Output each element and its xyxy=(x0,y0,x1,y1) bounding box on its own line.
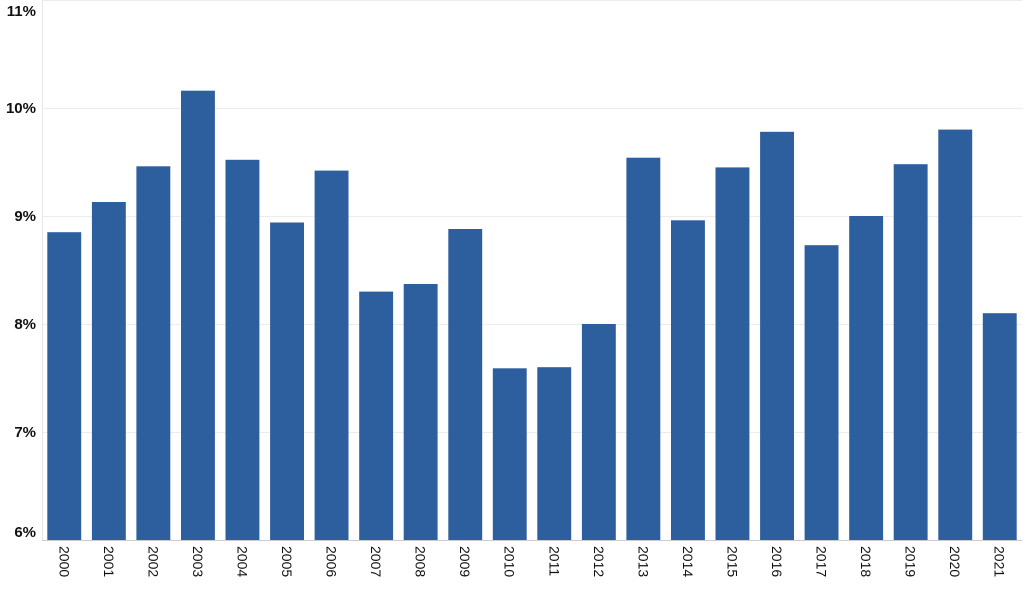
bar-2004 xyxy=(225,159,260,541)
x-tick-label: 2008 xyxy=(413,546,429,577)
bars xyxy=(47,90,1017,541)
x-tick-label: 2013 xyxy=(635,546,651,577)
bar-2007 xyxy=(359,291,394,540)
bar-2002 xyxy=(136,166,171,541)
bar-2008 xyxy=(403,284,438,540)
bar-2006 xyxy=(314,170,349,540)
bar-2009 xyxy=(448,229,483,540)
x-axis-tick-labels: 2000 2001 2002 2003 2004 2005 2006 2007 2008 2009… xyxy=(56,546,1007,577)
x-tick-label: 2018 xyxy=(858,546,874,577)
bar-2018 xyxy=(849,216,884,540)
x-tick-label: 2016 xyxy=(769,546,785,577)
x-tick-label: 2006 xyxy=(324,546,340,577)
x-tick-label: 2014 xyxy=(680,546,696,577)
bar-2011 xyxy=(537,367,572,540)
x-tick-label: 2011 xyxy=(546,546,562,576)
bar-2016 xyxy=(760,131,794,541)
bar-2019 xyxy=(893,164,928,540)
x-tick-label: 2000 xyxy=(56,546,72,577)
x-tick-label: 2007 xyxy=(368,546,384,577)
bar-2013 xyxy=(626,157,661,540)
x-tick-label: 2017 xyxy=(814,546,830,577)
bar-2005 xyxy=(270,222,304,540)
bar-2021 xyxy=(982,313,1017,540)
y-tick-label: 7% xyxy=(14,424,36,441)
bar-2015 xyxy=(715,167,750,540)
x-tick-label: 2021 xyxy=(992,546,1008,577)
x-tick-label: 2012 xyxy=(591,546,607,577)
bar-2001 xyxy=(91,202,126,540)
y-tick-label: 11% xyxy=(7,3,36,20)
x-tick-label: 2019 xyxy=(903,546,919,577)
x-tick-label: 2009 xyxy=(457,546,473,577)
x-tick-label: 2015 xyxy=(725,546,741,577)
y-tick-label: 10% xyxy=(6,100,36,117)
x-tick-label: 2001 xyxy=(101,546,117,577)
bar-2010 xyxy=(492,368,527,540)
bar-2012 xyxy=(581,324,616,540)
bar-2014 xyxy=(671,220,705,541)
y-tick-label: 9% xyxy=(14,208,36,225)
x-tick-label: 2005 xyxy=(279,546,295,577)
y-tick-label: 8% xyxy=(14,316,36,333)
x-tick-label: 2010 xyxy=(502,546,518,577)
y-axis-tick-labels: 6% 7% 8% 9% 10% 11% xyxy=(6,3,36,541)
bar-2003 xyxy=(181,90,215,540)
y-tick-label: 6% xyxy=(14,524,36,541)
bar-2000 xyxy=(47,232,82,540)
bar-2020 xyxy=(938,129,973,540)
x-tick-label: 2002 xyxy=(145,546,161,577)
x-tick-label: 2020 xyxy=(947,546,963,577)
bar-2017 xyxy=(804,245,839,540)
x-tick-label: 2004 xyxy=(235,546,251,577)
x-tick-label: 2003 xyxy=(190,546,206,577)
